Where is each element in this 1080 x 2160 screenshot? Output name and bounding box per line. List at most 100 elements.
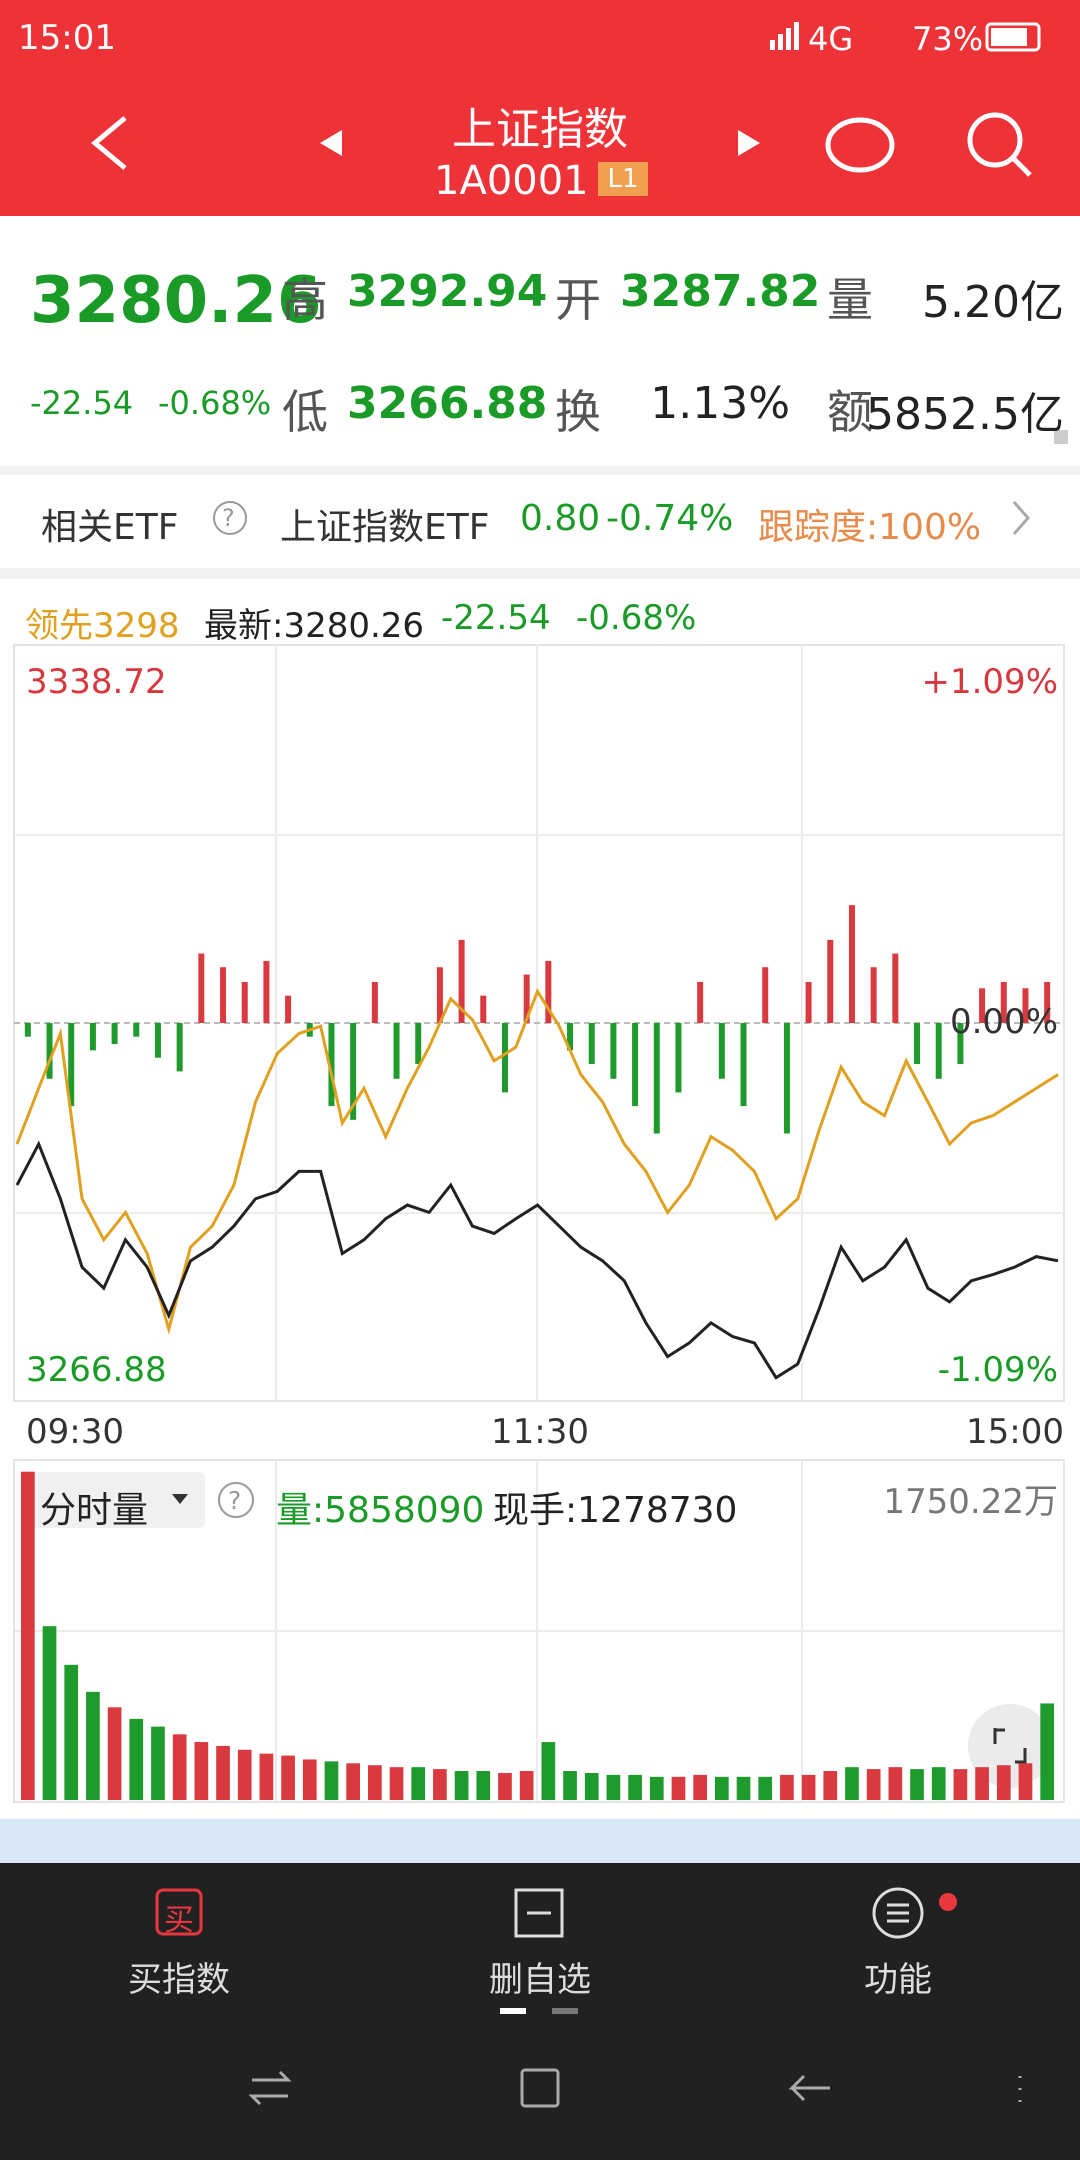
legend-change-pct: -0.68%	[576, 598, 697, 638]
volume-bar	[606, 1774, 621, 1800]
ratio-bar	[198, 953, 205, 1023]
y-min-label: 3266.88	[26, 1350, 167, 1390]
volume-bar	[237, 1749, 252, 1800]
ratio-bar	[111, 1023, 118, 1045]
signal-icon	[770, 22, 799, 50]
chevron[interactable]	[1012, 501, 1030, 535]
volume-bar	[845, 1767, 859, 1800]
volume-bar	[498, 1772, 512, 1800]
volume-total: 量:5858090	[276, 1490, 485, 1531]
volume-bar	[302, 1759, 317, 1800]
volume-bar	[281, 1755, 295, 1800]
volume-frame	[13, 1459, 1065, 1803]
next-icon[interactable]	[738, 130, 760, 156]
value: 3287.82	[620, 266, 821, 317]
volume-bar	[1040, 1703, 1054, 1800]
back-icon[interactable]	[91, 116, 127, 170]
grid	[14, 645, 1064, 1802]
ratio-bar	[718, 1023, 725, 1079]
title: 上证指数	[452, 104, 628, 155]
remove-icon[interactable]	[514, 1888, 564, 1938]
ratio-bar	[653, 1023, 660, 1134]
ratio-bar	[458, 939, 465, 1023]
volume-bar	[42, 1626, 57, 1800]
status-battery: 73%	[912, 20, 984, 58]
help[interactable]: ?	[222, 504, 235, 532]
legend-lead: 领先3298	[25, 606, 180, 646]
ratio-bar	[176, 1023, 183, 1072]
legend-change: -22.54	[441, 598, 551, 638]
volume-bar	[519, 1771, 534, 1800]
change: -22.54	[30, 384, 134, 422]
notice-dot	[939, 1893, 957, 1911]
ratio-bar	[220, 967, 227, 1023]
ratio-bar	[545, 960, 552, 1023]
volume-bar	[866, 1769, 881, 1800]
volume-bar	[129, 1718, 144, 1800]
volume-bar	[64, 1664, 79, 1800]
ratio-bar	[567, 1023, 574, 1051]
ratio-bar	[436, 967, 443, 1023]
volume-bar	[649, 1776, 664, 1800]
volume-bar	[454, 1771, 469, 1800]
volume-bar	[324, 1761, 339, 1800]
pct-top: +1.09%	[921, 662, 1059, 702]
x-tick-label: 15:00	[966, 1412, 1064, 1452]
volume-bar	[953, 1769, 968, 1800]
prev-icon[interactable]	[320, 130, 342, 156]
ratio-bar	[870, 967, 877, 1023]
help-icon[interactable]	[213, 501, 247, 535]
search-icon[interactable]	[967, 112, 1023, 168]
ratio-bar	[588, 1023, 595, 1065]
value: 3292.94	[347, 266, 548, 317]
ratio-bar	[241, 981, 248, 1023]
function-icon[interactable]	[872, 1887, 924, 1939]
volume-bar	[975, 1767, 989, 1800]
price: 3280.26	[30, 264, 322, 338]
volume-selector[interactable]	[22, 1472, 205, 1528]
volume-bar	[888, 1767, 903, 1800]
ratio-bar	[133, 1023, 140, 1037]
ratio-bar	[1044, 981, 1051, 1023]
ratio-bar	[1000, 981, 1007, 1023]
robot-icon[interactable]	[825, 117, 895, 173]
volume-bar	[389, 1767, 404, 1800]
dropdown-icon[interactable]	[172, 1494, 188, 1504]
etf-change: -0.74%	[606, 498, 734, 539]
change-pct: -0.68%	[158, 384, 272, 422]
etf-name[interactable]: 上证指数ETF	[280, 507, 490, 548]
value: 5852.5亿	[866, 389, 1064, 440]
y-max-label: 3338.72	[26, 662, 167, 702]
volume-bar	[801, 1774, 816, 1800]
buy-icon[interactable]	[155, 1888, 203, 1936]
volume-bar	[86, 1691, 100, 1800]
ratio-bar	[501, 1023, 508, 1093]
label: 量	[827, 273, 873, 327]
ratio-bar	[285, 995, 292, 1023]
volume-title[interactable]: 分时量	[40, 1490, 149, 1531]
volume-max: 1750.22万	[883, 1482, 1058, 1522]
ratio-bar	[783, 1023, 790, 1134]
price-line	[15, 988, 1059, 1335]
legend-latest: 最新:3280.26	[204, 606, 425, 646]
etf-label: 相关ETF	[41, 507, 179, 548]
status-network: 4G	[808, 20, 854, 58]
page-dot	[552, 2008, 578, 2014]
help[interactable]: ?	[228, 1486, 242, 1515]
ratio-bar	[1022, 988, 1029, 1023]
x-tick-label: 09:30	[26, 1412, 124, 1452]
ratio-bar	[523, 974, 530, 1023]
nav-buy[interactable]: 买指数	[128, 1960, 230, 2000]
x-tick-label: 11:30	[491, 1412, 589, 1452]
etf-tracking: 跟踪度:100%	[758, 507, 982, 548]
label: 开	[555, 273, 601, 327]
nav-remove[interactable]: 删自选	[489, 1960, 591, 2000]
nav-function[interactable]: 功能	[864, 1960, 932, 2000]
help-icon[interactable]	[218, 1482, 254, 1518]
volume-bar	[628, 1774, 642, 1800]
pct-bottom: -1.09%	[937, 1350, 1058, 1390]
ratio-bar	[935, 1023, 942, 1079]
badge: L1	[607, 164, 639, 194]
volume-bar	[996, 1765, 1011, 1800]
ratio-bar	[740, 1023, 747, 1107]
